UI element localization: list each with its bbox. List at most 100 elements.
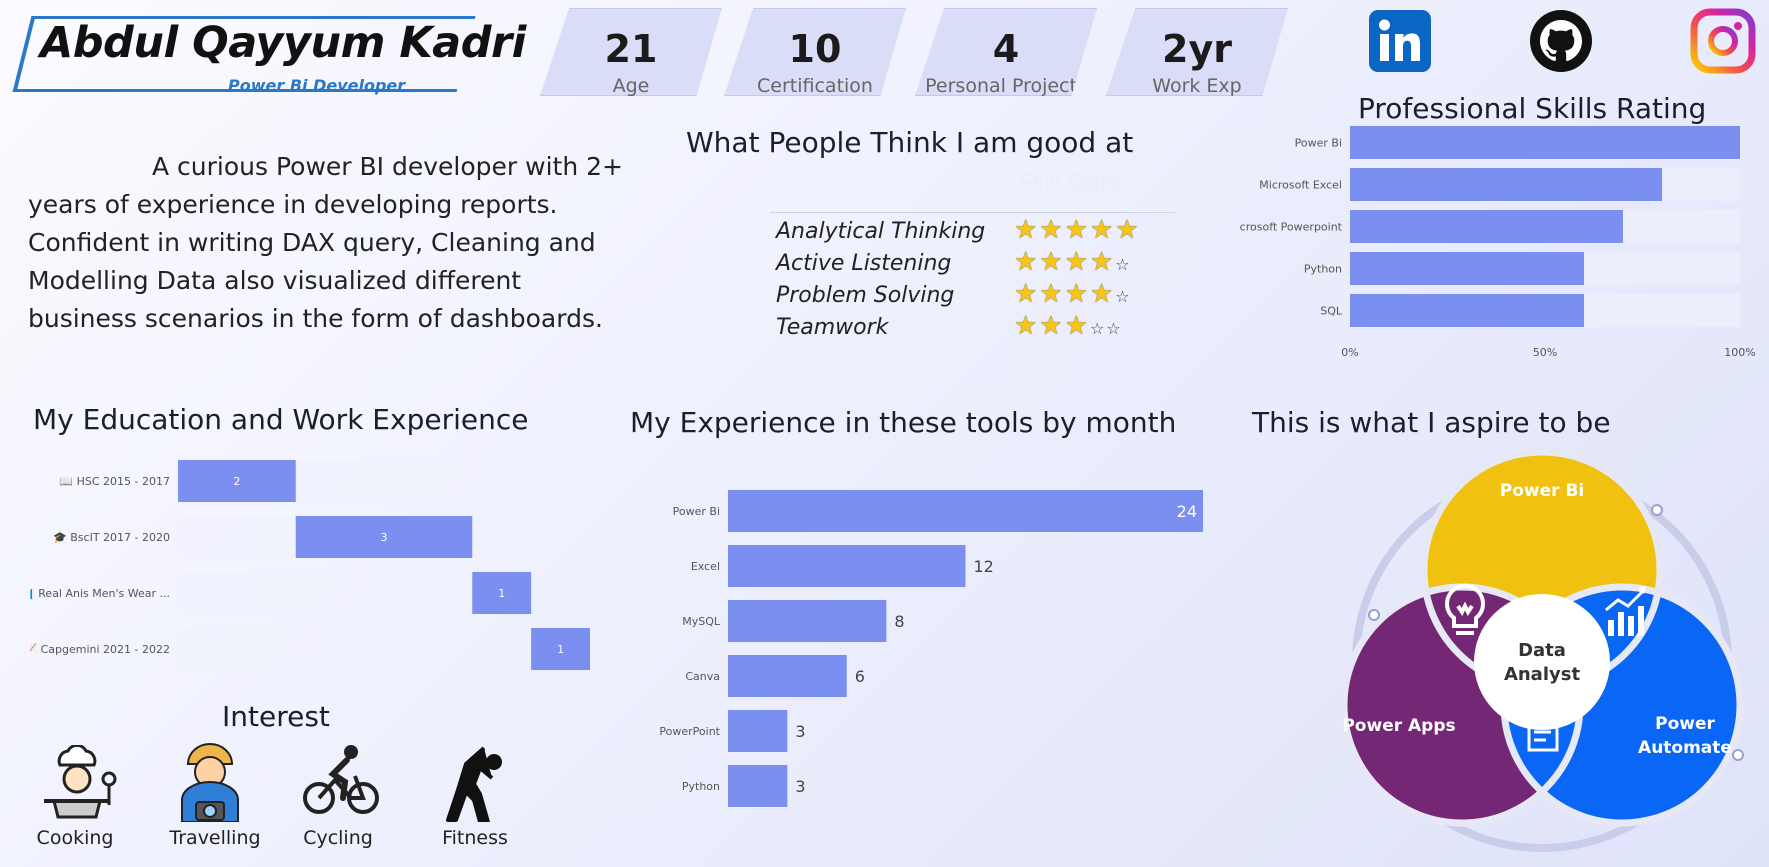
linkedin-icon[interactable] [1367,8,1433,74]
star-rating: ★★★★★ [1014,215,1141,245]
gantt-bar [531,628,590,670]
gantt-bar-value: 1 [557,643,564,656]
kpi-card-work-exp: 2yr Work Exp [1106,8,1288,96]
kpi-label: Age [612,75,650,97]
lightbulb-icon [1445,583,1485,635]
tool-bar [728,655,847,697]
kpi-label: Personal Projects [925,75,1087,97]
skill-bar [1350,210,1623,243]
document-icon [1527,710,1559,752]
kpi-value: 4 [992,27,1020,71]
gantt-bar-value: 3 [381,531,388,544]
tools-heading: My Experience in these tools by month [630,406,1177,439]
gantt-bar [295,516,473,558]
kpi-value: 10 [788,27,842,71]
tool-bar-value: 3 [795,777,805,796]
kpi-card-certification: 10 Certification [724,8,906,96]
tool-bar-value: 3 [795,722,805,741]
tool-category-label: MySQL [682,615,721,628]
profile-title: Power Bi Developer [228,76,406,95]
gantt-category-label: 📊 Real Anis Men's Wear ... [30,587,170,600]
interest-label: Cooking [36,827,114,849]
tool-category-label: Canva [685,670,720,683]
rating-skill: Active Listening [776,251,952,276]
skill-category-label: Python [1304,263,1342,276]
tool-bar [728,545,966,587]
gantt-bar-value: 1 [498,587,505,600]
growth-chart-icon [1605,586,1646,636]
tool-category-label: PowerPoint [659,725,720,738]
kpi-value: 2yr [1162,27,1232,71]
venn-center [1474,594,1610,730]
skill-bar [1350,126,1740,159]
tool-bar-value: 12 [974,557,994,576]
skills-heading: Professional Skills Rating [1358,92,1707,125]
kpi-value: 21 [604,27,658,71]
about-text: A curious Power BI developer with 2+ yea… [28,152,623,333]
ratings-heading: What People Think I am good at [686,126,1134,159]
skill-bar [1350,294,1584,327]
tool-category-label: Power Bi [673,505,720,518]
gantt-category-label: 📈 Capgemini 2021 - 2022 [30,643,170,656]
svg-text:Data: Data [1518,640,1566,661]
tool-bar-value: 6 [855,667,865,686]
venn-label-power-apps: Power Apps [1342,716,1455,736]
skill-tick-label: 100% [1724,346,1755,359]
ratings-ghost-header: Skill Stars [1020,170,1119,194]
tool-bar-value: 8 [894,612,904,631]
tool-bar [728,600,887,642]
gantt-category-label: 🎓 BscIT 2017 - 2020 [53,531,170,544]
tool-category-label: Python [682,780,720,793]
education-chart: 2 📖 HSC 2015 - 2017 3 🎓 BscIT 2017 - 2020 1 📊… [30,460,590,670]
rating-skill: Teamwork [776,315,889,340]
skill-tick-label: 50% [1533,346,1557,359]
skill-category-label: Microsoft Powerpoint [1240,221,1343,234]
interest-label: Fitness [442,827,508,849]
tool-bar [728,765,788,807]
rating-row: Teamwork ★★★☆☆ [770,311,1175,343]
gantt-category-label: 📖 HSC 2015 - 2017 [59,475,170,488]
aspire-heading: This is what I aspire to be [1252,406,1611,439]
venn-center-label: Data Analyst [1504,640,1581,685]
tool-bar [728,490,1203,532]
rating-row: Analytical Thinking ★★★★★ [770,215,1175,247]
tool-category-label: Excel [691,560,720,573]
kpi-card-projects: 4 Personal Projects [915,8,1097,96]
cooking-icon [44,745,117,819]
profile-name: Abdul Qayyum Kadri [40,18,526,68]
svg-text:Power: Power [1655,714,1715,734]
gantt-bar-value: 2 [233,475,240,488]
tools-chart: Power Bi 24 Excel 12 MySQL 8 Canva 6 PowerPoint 3… [659,490,1203,807]
skill-bar [1350,252,1584,285]
interest-heading: Interest [222,700,330,733]
kpi-label: Certification [757,75,873,97]
travelling-icon [181,743,239,822]
venn-label-power-bi: Power Bi [1500,481,1584,501]
gantt-bar [178,460,296,502]
aspire-venn-diagram: Power Bi Power Apps Power Automate Data An… [1340,448,1744,852]
interest-label: Cycling [303,827,373,849]
instagram-icon[interactable] [1690,8,1756,74]
education-heading: My Education and Work Experience [33,403,529,436]
skills-chart: Power Bi Microsoft Excel Microsoft Powerpo… [1240,126,1756,359]
github-icon[interactable] [1528,8,1594,74]
gantt-track [178,628,590,670]
kpi-card-age: 21 Age [540,8,722,96]
skill-bar [1350,168,1662,201]
venn-label-power-automate: Power Automate [1638,714,1732,758]
svg-text:Analyst: Analyst [1504,664,1581,685]
skill-tick-label: 0% [1341,346,1358,359]
ratings-table: Analytical Thinking ★★★★★ Active Listeni… [770,212,1175,343]
skill-category-label: Microsoft Excel [1259,179,1342,192]
rating-skill: Analytical Thinking [776,219,986,244]
rating-row: Problem Solving ★★★★☆ [770,279,1175,311]
gantt-bar [472,572,532,614]
skill-category-label: Power Bi [1295,137,1342,150]
kpi-label: Work Exp [1152,75,1242,97]
cycling-icon [303,745,379,814]
tool-bar [728,710,788,752]
star-rating: ★★★★☆ [1014,247,1132,277]
svg-text:Automate: Automate [1638,738,1732,758]
tool-bar-value: 24 [1177,502,1197,521]
star-rating: ★★★★☆ [1014,279,1132,309]
